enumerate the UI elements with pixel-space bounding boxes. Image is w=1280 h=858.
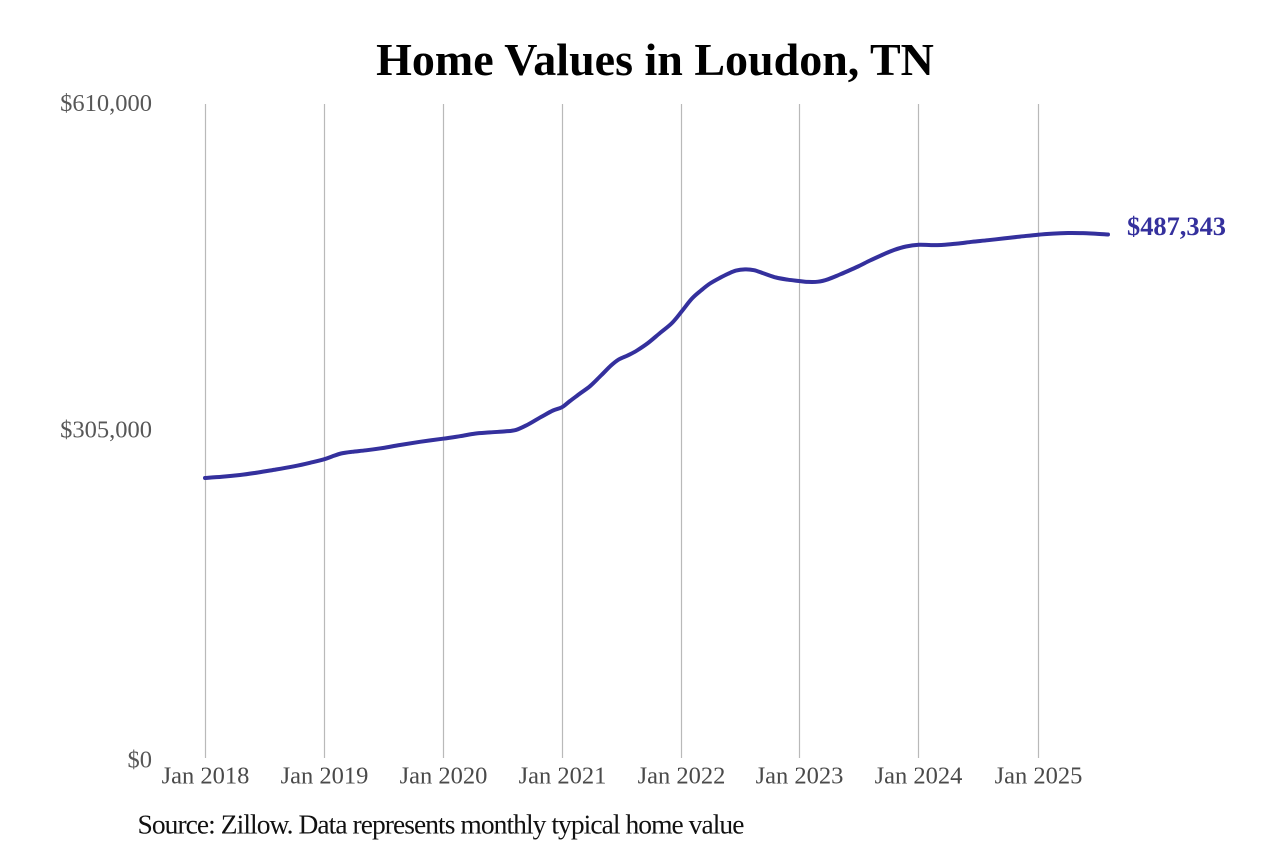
svg-text:Jan 2019: Jan 2019 — [281, 763, 369, 790]
svg-text:$610,000: $610,000 — [60, 90, 152, 117]
svg-text:$487,343: $487,343 — [1127, 211, 1226, 241]
svg-text:Jan 2024: Jan 2024 — [875, 763, 963, 790]
svg-text:$305,000: $305,000 — [60, 417, 152, 444]
svg-text:Home Values in Loudon, TN: Home Values in Loudon, TN — [376, 34, 934, 85]
svg-text:Jan 2025: Jan 2025 — [995, 763, 1083, 790]
svg-text:Jan 2021: Jan 2021 — [519, 763, 607, 790]
svg-text:Jan 2018: Jan 2018 — [162, 763, 250, 790]
svg-text:Source: Zillow. Data represent: Source: Zillow. Data represents monthly … — [138, 809, 745, 840]
svg-text:Jan 2022: Jan 2022 — [638, 763, 726, 790]
svg-text:$0: $0 — [128, 747, 153, 774]
svg-text:Jan 2023: Jan 2023 — [756, 763, 844, 790]
svg-text:Jan 2020: Jan 2020 — [400, 763, 488, 790]
